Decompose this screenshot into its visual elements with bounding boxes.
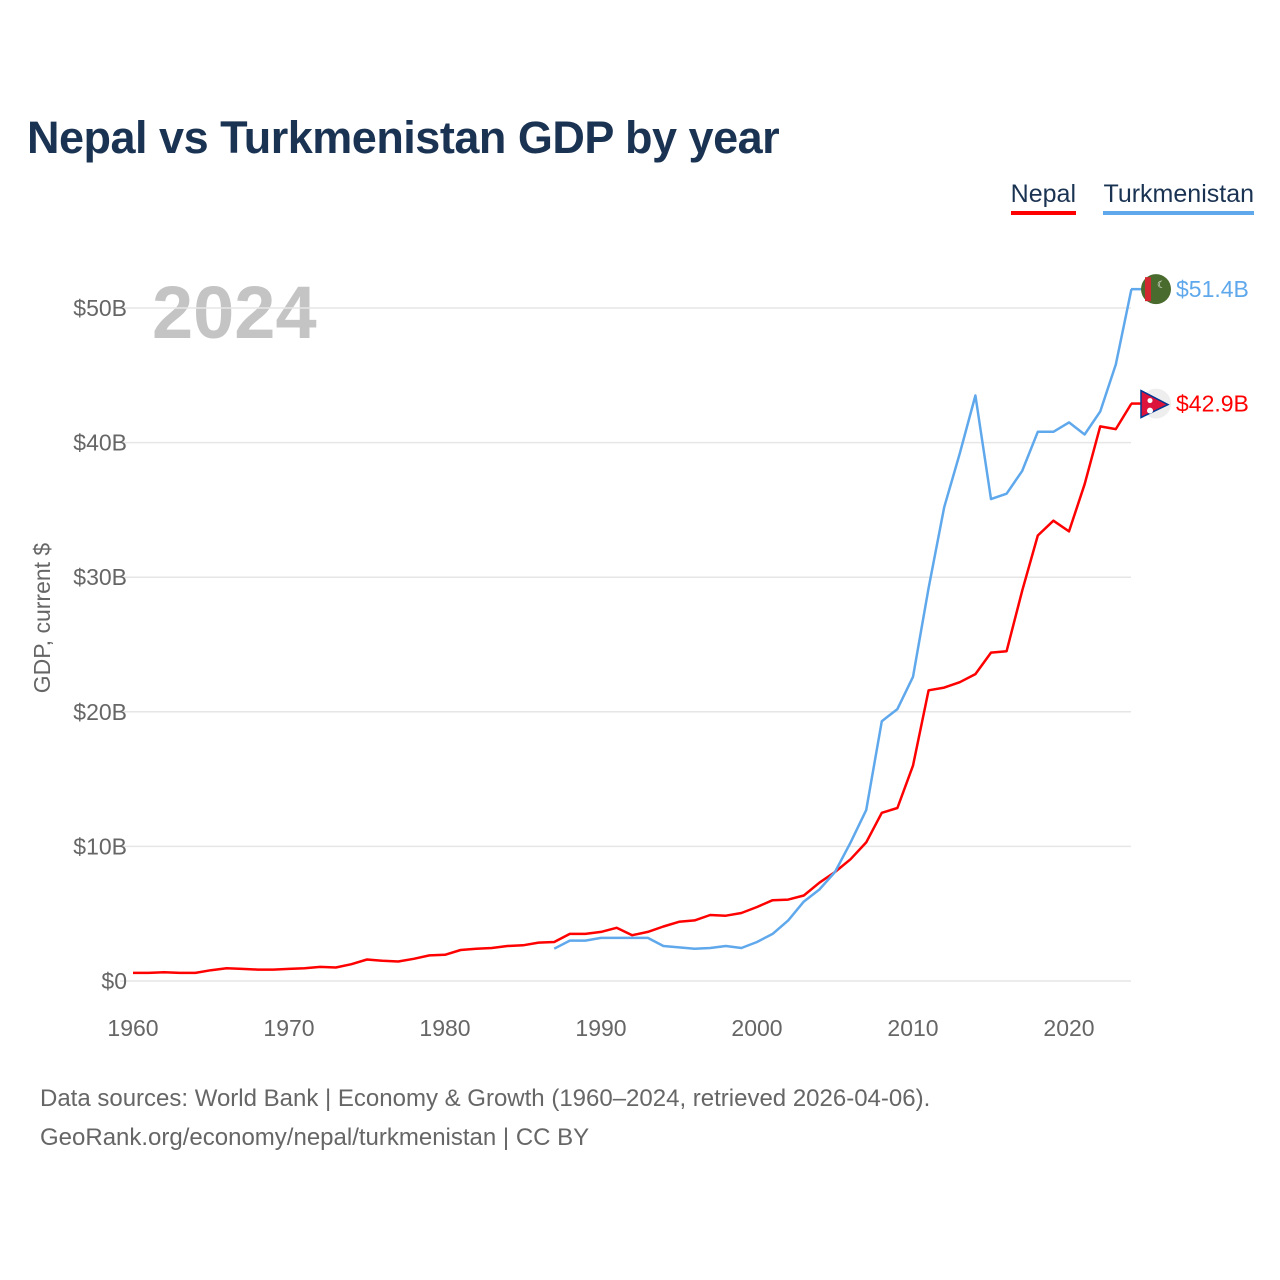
flag-moon xyxy=(1147,398,1153,404)
gdp-line-chart: 2024 GDP, current $ $0 $10B $20B $30B $40B $5… xyxy=(29,271,1249,1041)
chart-title: Nepal vs Turkmenistan GDP by year xyxy=(27,112,780,163)
end-value-label: $51.4B xyxy=(1176,276,1249,302)
x-tick-label: 1990 xyxy=(575,1015,626,1041)
x-tick-label: 2020 xyxy=(1043,1015,1094,1041)
y-tick-label: $0 xyxy=(101,968,127,994)
series-line-nepal xyxy=(133,402,1133,975)
y-tick-label: $20B xyxy=(73,699,127,725)
y-tick-label: $50B xyxy=(73,295,127,321)
footer-link[interactable]: GeoRank.org/economy/nepal/turkmenistan |… xyxy=(40,1124,590,1151)
x-tick-label: 1960 xyxy=(107,1015,158,1041)
flag-sun xyxy=(1147,407,1153,414)
x-tick-label: 1970 xyxy=(263,1015,314,1041)
flag-crescent: ☾ xyxy=(1157,280,1166,291)
legend-nepal[interactable]: Nepal xyxy=(1010,180,1076,215)
y-tick-label: $30B xyxy=(73,564,127,590)
y-tick-label: $40B xyxy=(73,430,127,456)
x-tick-label: 2000 xyxy=(731,1015,782,1041)
year-watermark: 2024 xyxy=(152,271,317,354)
y-tick-label: $10B xyxy=(73,833,127,859)
legend-turkmenistan[interactable]: Turkmenistan xyxy=(1103,180,1254,215)
y-axis-label: GDP, current $ xyxy=(29,543,55,694)
flag-stripe xyxy=(1145,277,1151,302)
end-value-label: $42.9B xyxy=(1176,391,1249,417)
footer-sources: Data sources: World Bank | Economy & Gro… xyxy=(40,1085,931,1112)
x-tick-label: 1980 xyxy=(419,1015,470,1041)
series-line-turkmenistan xyxy=(553,288,1133,950)
x-tick-label: 2010 xyxy=(887,1015,938,1041)
